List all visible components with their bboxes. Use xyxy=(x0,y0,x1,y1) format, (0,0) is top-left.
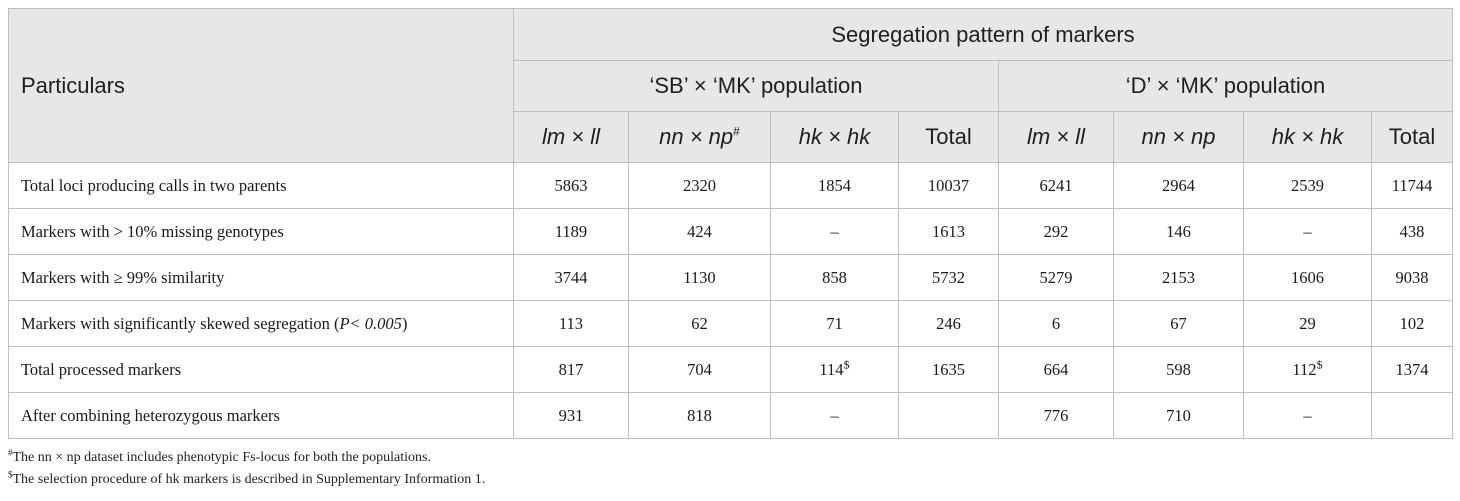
table-cell: 146 xyxy=(1113,208,1244,255)
subheader-text: lm × ll xyxy=(541,124,601,149)
header-particulars: Particulars xyxy=(8,8,514,163)
table-cell xyxy=(1370,392,1454,439)
footnote-mark: # xyxy=(8,447,13,458)
table-cell: 292 xyxy=(998,208,1114,255)
table-cell: 6 xyxy=(998,300,1114,347)
header-population-sb-mk: ‘SB’ × ‘MK’ population xyxy=(513,60,999,112)
row-label: Total loci producing calls in two parent… xyxy=(8,162,514,209)
cell-value: 114 xyxy=(819,359,844,379)
table-cell: 818 xyxy=(628,392,771,439)
subheader-cell: Total xyxy=(898,111,999,163)
table-cell xyxy=(898,392,999,439)
table-cell: 1606 xyxy=(1243,254,1372,301)
table-cell: 71 xyxy=(770,300,899,347)
table-container: Particulars Segregation pattern of marke… xyxy=(8,8,1454,491)
table-cell: 5732 xyxy=(898,254,999,301)
table-cell: 2153 xyxy=(1113,254,1244,301)
table-cell: 424 xyxy=(628,208,771,255)
subheader-cell: lm × ll xyxy=(998,111,1114,163)
table-cell: 710 xyxy=(1113,392,1244,439)
table-row: Markers with ≥ 99% similarity 3744 1130 … xyxy=(8,254,1454,301)
subheader-cell: lm × ll xyxy=(513,111,629,163)
table-row: After combining heterozygous markers 931… xyxy=(8,392,1454,439)
table-cell: 67 xyxy=(1113,300,1244,347)
subheader-text: hk × hk xyxy=(1271,124,1344,149)
table-cell: 1635 xyxy=(898,346,999,393)
row-label: After combining heterozygous markers xyxy=(8,392,514,439)
subheader-text: Total xyxy=(1388,124,1436,149)
table-cell: – xyxy=(1243,208,1372,255)
subheader-text: Total xyxy=(925,124,972,149)
header-population-d-mk: ‘D’ × ‘MK’ population xyxy=(997,60,1454,112)
table-cell: 664 xyxy=(998,346,1114,393)
table-cell: 9038 xyxy=(1370,254,1454,301)
table-cell: – xyxy=(770,208,899,255)
table-cell: 29 xyxy=(1243,300,1372,347)
subheader-cell: hk × hk xyxy=(770,111,899,163)
subheader-text: lm × ll xyxy=(1026,124,1086,149)
table-row: Total loci producing calls in two parent… xyxy=(8,162,1454,209)
header-subcolumns-row: lm × ll nn × np# hk × hk Total lm × ll n… xyxy=(9,111,1454,163)
header-segregation-pattern: Segregation pattern of markers xyxy=(512,8,1454,61)
table-cell: – xyxy=(1243,392,1372,439)
footnote-mark: $ xyxy=(1316,357,1323,371)
table-footnotes: #The nn × np dataset includes phenotypic… xyxy=(8,447,1452,491)
subheader-text: nn × np xyxy=(1141,124,1216,149)
footnote: $The selection procedure of hk markers i… xyxy=(8,469,1452,491)
cell-value: 112 xyxy=(1292,359,1317,379)
table-cell: 112$ xyxy=(1243,346,1372,393)
table-cell: 11744 xyxy=(1370,162,1454,209)
footnote: #The nn × np dataset includes phenotypic… xyxy=(8,447,1452,469)
footnote-text: The nn × np dataset includes phenotypic … xyxy=(12,450,432,465)
table-cell: 114$ xyxy=(770,346,899,393)
table-cell: 10037 xyxy=(898,162,999,209)
table-cell: 2320 xyxy=(628,162,771,209)
table-cell: 931 xyxy=(513,392,629,439)
subheader-text: hk × hk xyxy=(798,124,871,149)
table-row: Markers with significantly skewed segreg… xyxy=(8,300,1454,347)
table-cell: 438 xyxy=(1370,208,1454,255)
table-cell: 246 xyxy=(898,300,999,347)
table-cell: 704 xyxy=(628,346,771,393)
row-label: Total processed markers xyxy=(8,346,514,393)
subheader-cell: nn × np xyxy=(1113,111,1244,163)
table-cell: 2539 xyxy=(1243,162,1372,209)
row-label: Markers with significantly skewed segreg… xyxy=(8,300,514,347)
segregation-table: Particulars Segregation pattern of marke… xyxy=(8,8,1454,439)
table-row: Markers with > 10% missing genotypes 118… xyxy=(8,208,1454,255)
footnote-mark: # xyxy=(733,124,740,139)
table-cell: 6241 xyxy=(998,162,1114,209)
table-cell: 1189 xyxy=(513,208,629,255)
subheader-cell: hk × hk xyxy=(1243,111,1372,163)
table-cell: 5863 xyxy=(513,162,629,209)
row-label-italic: P< 0.005 xyxy=(339,313,402,333)
table-cell: 1613 xyxy=(898,208,999,255)
row-label-suffix: ) xyxy=(401,313,408,333)
table-cell: – xyxy=(770,392,899,439)
subheader-text: nn × np xyxy=(659,124,734,149)
row-label-text: Markers with significantly skewed segreg… xyxy=(21,313,340,333)
table-cell: 1374 xyxy=(1370,346,1454,393)
footnote-mark: $ xyxy=(843,357,850,371)
table-cell: 62 xyxy=(628,300,771,347)
table-cell: 3744 xyxy=(513,254,629,301)
table-cell: 776 xyxy=(998,392,1114,439)
table-cell: 858 xyxy=(770,254,899,301)
footnote-text: The selection procedure of hk markers is… xyxy=(12,472,486,487)
table-cell: 2964 xyxy=(1113,162,1244,209)
table-cell: 598 xyxy=(1113,346,1244,393)
table-cell: 1854 xyxy=(770,162,899,209)
row-label: Markers with ≥ 99% similarity xyxy=(8,254,514,301)
subheader-cell: nn × np# xyxy=(628,111,771,163)
table-row: Total processed markers 817 704 114$ 163… xyxy=(8,346,1454,393)
row-label: Markers with > 10% missing genotypes xyxy=(8,208,514,255)
footnote-mark: $ xyxy=(8,469,13,480)
table-cell: 5279 xyxy=(998,254,1114,301)
subheader-cell: Total xyxy=(1370,111,1454,163)
table-cell: 113 xyxy=(513,300,629,347)
table-cell: 817 xyxy=(513,346,629,393)
table-cell: 102 xyxy=(1370,300,1454,347)
table-cell: 1130 xyxy=(628,254,771,301)
